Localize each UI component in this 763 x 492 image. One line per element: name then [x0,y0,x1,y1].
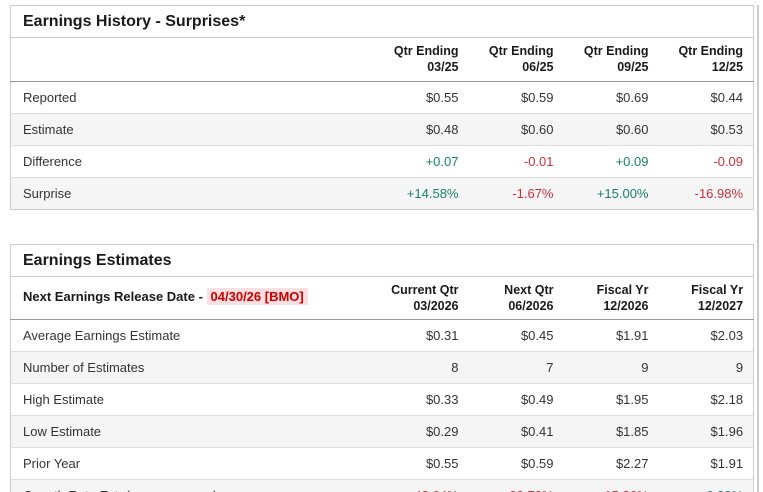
cell-value: +14.58% [373,177,469,209]
table-row: Surprise +14.58% -1.67% +15.00% -16.98% [10,177,754,209]
column-header: Qtr Ending 06/25 [468,37,564,82]
earnings-widget: Earnings History - Surprises* Qtr Ending… [0,5,763,492]
column-header: Qtr Ending 12/25 [658,37,754,82]
cell-value: -0.01 [468,145,564,178]
cell-value: $0.53 [658,113,754,146]
cell-value: $1.96 [658,415,754,448]
table-row: Low Estimate $0.29 $0.41 $1.85 $1.96 [10,415,754,448]
row-label: Reported [10,81,374,114]
column-header: Qtr Ending 09/25 [563,37,659,82]
cell-value: $2.18 [658,383,754,416]
column-header: Current Qtr 03/2026 [373,276,469,320]
panel-edge-divider [757,5,759,492]
cell-value: -1.67% [468,177,564,209]
cell-value: -15.86% [563,479,659,492]
cell-value: +0.07 [373,145,469,178]
table-row: Prior Year $0.55 $0.59 $2.27 $1.91 [10,447,754,480]
row-label: Growth Rate Est. (year over year) [10,479,374,492]
row-label: Low Estimate [10,415,374,448]
cell-value: -23.73% [468,479,564,492]
cell-value: $0.44 [658,81,754,114]
row-label: Prior Year [10,447,374,480]
cell-value: $0.33 [373,383,469,416]
column-header: Qtr Ending 03/25 [373,37,469,82]
cell-value: -16.98% [658,177,754,209]
cell-value: $0.48 [373,113,469,146]
table-row: Number of Estimates 8 7 9 9 [10,351,754,384]
table-row: Estimate $0.48 $0.60 $0.60 $0.53 [10,113,754,146]
cell-value: $1.85 [563,415,659,448]
cell-value: $0.41 [468,415,564,448]
cell-value: $2.27 [563,447,659,480]
next-earnings-label: Next Earnings Release Date - [23,289,207,305]
cell-value: $1.95 [563,383,659,416]
earnings-estimates-title: Earnings Estimates [10,244,754,277]
cell-value: $0.69 [563,81,659,114]
table-row: Reported $0.55 $0.59 $0.69 $0.44 [10,81,754,114]
cell-value: $0.60 [468,113,564,146]
cell-value: $0.45 [468,319,564,352]
cell-value: -0.09 [658,145,754,178]
earnings-history-header-row: Qtr Ending 03/25 Qtr Ending 06/25 Qtr En… [10,37,754,82]
table-row: Difference +0.07 -0.01 +0.09 -0.09 [10,145,754,178]
row-label: Surprise [10,177,374,209]
cell-value: 9 [563,351,659,384]
cell-value: $2.03 [658,319,754,352]
earnings-estimates-header-row: Next Earnings Release Date - 04/30/26 [B… [10,276,754,320]
table-row: High Estimate $0.33 $0.49 $1.95 $2.18 [10,383,754,416]
cell-value: $0.49 [468,383,564,416]
cell-value: $0.29 [373,415,469,448]
earnings-history-table: Earnings History - Surprises* Qtr Ending… [10,5,755,210]
cell-value: +15.00% [563,177,659,209]
cell-value: 9 [658,351,754,384]
table-row: Average Earnings Estimate $0.31 $0.45 $1… [10,319,754,352]
row-label: Difference [10,145,374,178]
earnings-history-title: Earnings History - Surprises* [10,5,754,38]
row-label: Estimate [10,113,374,146]
cell-value: $1.91 [658,447,754,480]
column-header: Fiscal Yr 12/2026 [563,276,659,320]
cell-value: $1.91 [563,319,659,352]
cell-value: $0.31 [373,319,469,352]
next-earnings-date: 04/30/26 [BMO] [206,288,308,306]
cell-value: +6.28% [658,479,754,492]
table-row: Growth Rate Est. (year over year) -43.64… [10,479,754,492]
cell-value: -43.64% [373,479,469,492]
cell-value: $0.59 [468,447,564,480]
cell-value: $0.55 [373,81,469,114]
row-label: High Estimate [10,383,374,416]
cell-value: $0.59 [468,81,564,114]
next-earnings-release: Next Earnings Release Date - 04/30/26 [B… [10,276,374,320]
cell-value: +0.09 [563,145,659,178]
row-label: Average Earnings Estimate [10,319,374,352]
row-label: Number of Estimates [10,351,374,384]
cell-value: 8 [373,351,469,384]
cell-value: $0.55 [373,447,469,480]
cell-value: 7 [468,351,564,384]
earnings-estimates-table: Earnings Estimates Next Earnings Release… [10,243,755,492]
cell-value: $0.60 [563,113,659,146]
empty-header-cell [10,37,374,82]
column-header: Fiscal Yr 12/2027 [658,276,754,320]
column-header: Next Qtr 06/2026 [468,276,564,320]
